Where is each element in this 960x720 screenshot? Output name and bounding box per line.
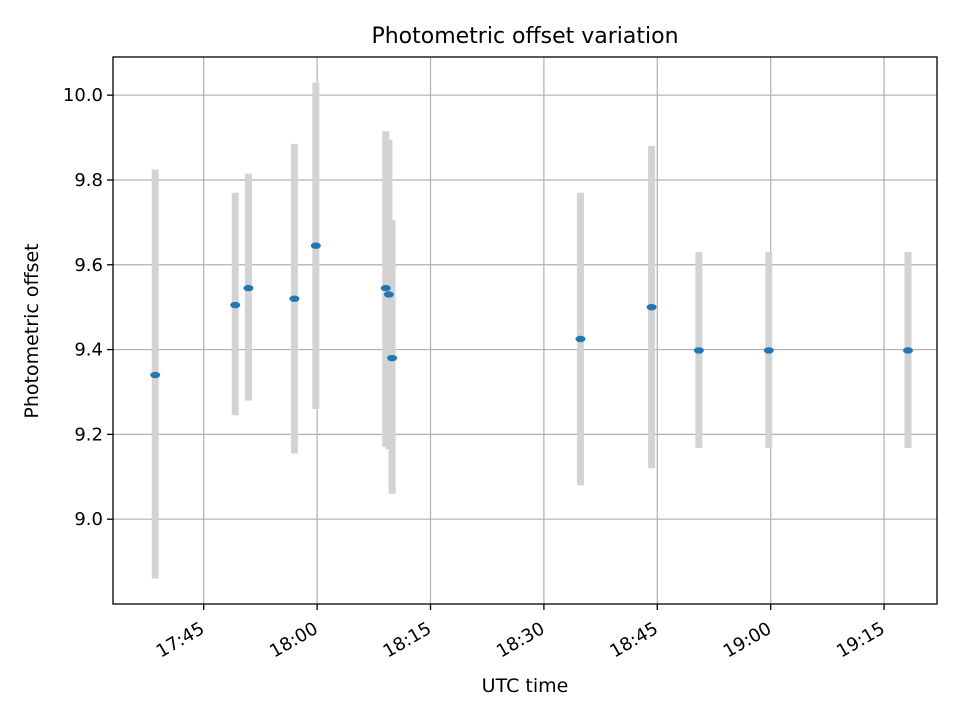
chart-title: Photometric offset variation: [371, 24, 678, 49]
data-point: [150, 371, 161, 379]
data-point: [763, 347, 774, 354]
data-point: [575, 335, 586, 343]
data-point: [903, 347, 914, 354]
data-points: [150, 242, 914, 379]
x-tick-label: 18:30: [493, 618, 548, 662]
y-axis-ticks: 9.0 9.2 9.4 9.6 9.8 10.0: [63, 85, 113, 530]
data-point: [310, 242, 321, 249]
x-tick-label: 18:15: [380, 618, 435, 662]
data-point: [289, 295, 300, 302]
y-tick-label: 10.0: [63, 85, 103, 106]
data-point: [646, 303, 657, 311]
data-point: [387, 354, 398, 362]
y-axis-label: Photometric offset: [21, 243, 43, 418]
x-tick-label: 18:45: [606, 618, 661, 662]
x-tick-label: 17:45: [153, 618, 208, 662]
x-axis-ticks: 17:45 18:00 18:15 18:30 18:45 19:00 19:15: [153, 604, 889, 662]
data-point: [383, 291, 394, 298]
data-point: [380, 284, 391, 292]
error-bars: [151, 82, 912, 579]
x-tick-label: 18:00: [266, 618, 321, 662]
x-tick-label: 19:15: [833, 618, 888, 662]
x-tick-label: 19:00: [720, 618, 775, 662]
y-tick-label: 9.2: [74, 424, 103, 445]
x-axis-label: UTC time: [482, 675, 569, 697]
y-tick-label: 9.0: [74, 509, 103, 530]
data-point: [243, 284, 254, 292]
data-point: [230, 301, 241, 309]
y-tick-label: 9.8: [74, 170, 103, 191]
data-point: [693, 347, 704, 354]
plot-frame: [112, 56, 938, 605]
y-tick-label: 9.6: [74, 255, 103, 276]
y-tick-label: 9.4: [74, 340, 103, 361]
